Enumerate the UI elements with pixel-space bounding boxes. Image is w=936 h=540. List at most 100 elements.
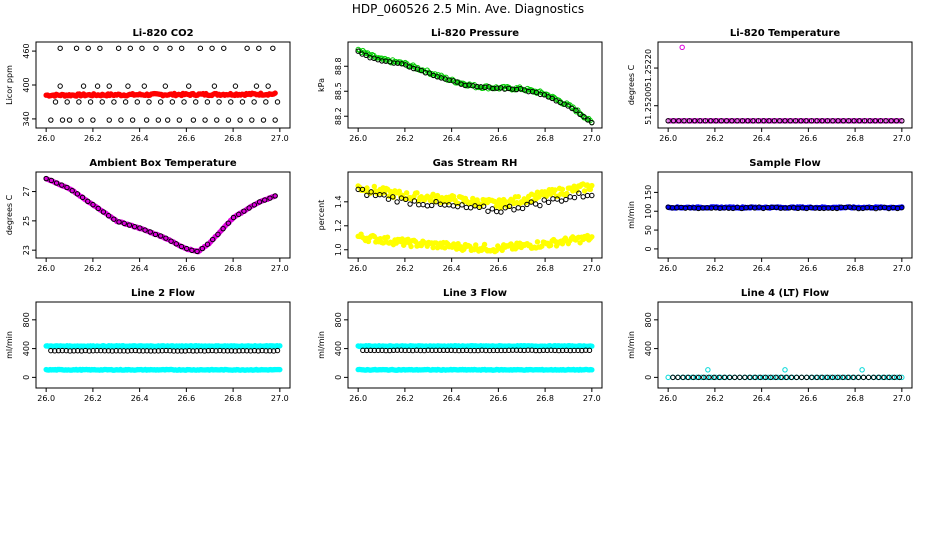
y-tick-label: 400 — [644, 341, 653, 356]
chart-line2: Line 2 Flow 26.0 26.2 26.4 26.6 26.8 27.0 0 400 8… — [5, 288, 291, 403]
data-point — [178, 348, 185, 354]
data-point — [521, 347, 527, 354]
y-tick-label: 25 — [22, 216, 31, 226]
data-point — [824, 118, 831, 124]
data-point — [418, 67, 425, 74]
data-point — [582, 347, 589, 353]
x-tick-label: 26.6 — [489, 134, 507, 143]
data-point — [559, 347, 566, 354]
data-point — [883, 118, 889, 124]
data-point — [274, 99, 281, 105]
data-point — [819, 118, 825, 124]
data-point — [173, 241, 179, 247]
data-point — [783, 374, 789, 381]
y-axis-label: percent — [317, 200, 326, 231]
data-point — [896, 374, 903, 381]
data-point — [364, 185, 370, 191]
data-point — [851, 118, 857, 124]
data-point — [48, 117, 54, 123]
x-tick-label: 26.8 — [846, 394, 864, 403]
data-point — [515, 205, 521, 211]
data-point — [585, 117, 591, 123]
data-point — [537, 202, 543, 209]
data-point — [552, 187, 558, 193]
data-point — [375, 347, 381, 354]
data-point — [579, 347, 585, 354]
x-tick-label: 26.2 — [396, 394, 414, 403]
plot-box — [347, 301, 603, 389]
y-tick-label: 0 — [22, 375, 31, 380]
data-point — [420, 201, 426, 208]
series-black — [665, 204, 905, 212]
data-point — [498, 209, 504, 215]
data-point — [398, 347, 404, 353]
data-point — [584, 192, 591, 199]
data-point — [403, 190, 410, 196]
data-point — [194, 248, 200, 255]
data-point — [571, 347, 577, 354]
data-point — [228, 348, 235, 354]
data-point — [168, 238, 174, 244]
data-point — [383, 347, 389, 354]
data-point — [163, 347, 169, 354]
data-point — [241, 208, 247, 214]
chart-title: Li-820 Pressure — [431, 28, 519, 39]
series-yellow-high — [355, 181, 595, 211]
data-point — [388, 60, 394, 66]
y-tick-label: 340 — [22, 111, 31, 126]
data-point — [55, 347, 62, 354]
data-point — [274, 347, 281, 354]
data-point — [126, 222, 133, 228]
data-point — [490, 347, 497, 354]
data-point — [502, 198, 508, 205]
series-cyan-low — [43, 366, 283, 373]
data-point — [711, 374, 717, 381]
series-magenta — [43, 175, 278, 255]
data-point — [850, 374, 856, 381]
data-point — [798, 118, 804, 124]
data-point — [891, 374, 898, 381]
data-point — [830, 118, 836, 124]
x-tick-label: 26.6 — [177, 264, 195, 273]
data-point — [79, 194, 86, 201]
x-tick-label: 26.8 — [224, 134, 242, 143]
data-point — [809, 374, 815, 381]
data-point — [360, 347, 366, 354]
data-point — [171, 348, 177, 354]
data-point — [475, 347, 481, 354]
data-point — [106, 83, 112, 89]
data-point — [59, 347, 66, 354]
x-tick-label: 26.2 — [706, 134, 724, 143]
data-point — [452, 347, 458, 354]
data-point — [236, 211, 242, 218]
data-point — [244, 348, 250, 354]
data-point — [718, 118, 724, 124]
data-point — [186, 83, 192, 89]
data-point — [387, 347, 393, 354]
data-point — [169, 99, 176, 105]
data-point — [148, 348, 154, 354]
y-axis-label: degrees C — [627, 64, 636, 105]
data-point — [835, 118, 841, 124]
data-point — [410, 347, 416, 354]
data-point — [253, 83, 260, 89]
data-point — [448, 347, 454, 353]
data-point — [406, 347, 412, 354]
series-black — [355, 186, 595, 215]
data-point — [417, 347, 424, 354]
x-tick-label: 26.2 — [706, 394, 724, 403]
data-point — [80, 83, 87, 89]
data-point — [109, 348, 116, 354]
data-point — [690, 374, 697, 381]
data-point — [589, 119, 595, 126]
data-point — [57, 83, 63, 89]
data-point — [545, 199, 552, 206]
data-point — [94, 347, 100, 354]
data-point — [881, 374, 887, 381]
y-tick-label: 88.2 — [334, 107, 343, 125]
data-point — [686, 118, 693, 124]
x-tick-label: 26.6 — [489, 264, 507, 273]
data-point — [144, 348, 150, 354]
data-point — [236, 348, 242, 354]
